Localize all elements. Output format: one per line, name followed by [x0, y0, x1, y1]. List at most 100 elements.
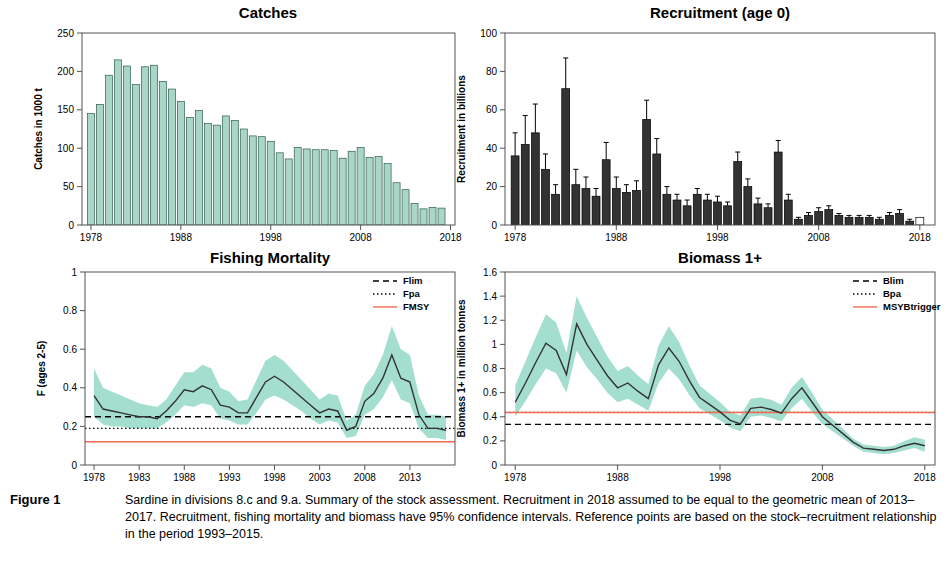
error-cap	[735, 152, 740, 153]
bar	[643, 119, 651, 225]
line	[515, 324, 925, 451]
y-tick	[500, 225, 505, 226]
error-cap	[806, 212, 811, 213]
plot-frame	[505, 33, 935, 225]
y-tick	[77, 109, 82, 110]
bar	[438, 208, 445, 225]
bar	[177, 101, 184, 225]
error-stem	[707, 194, 708, 200]
error-bar	[523, 116, 528, 145]
error-cap	[907, 219, 912, 220]
bar	[734, 162, 742, 225]
bar	[886, 215, 894, 225]
x-tick-label: 2013	[399, 472, 422, 483]
y-tick-label: 60	[486, 104, 498, 115]
error-bar	[695, 189, 700, 195]
y-tick	[500, 416, 505, 417]
error-cap	[695, 188, 700, 189]
bar	[258, 137, 265, 225]
error-bar	[705, 194, 710, 200]
y-tick	[80, 349, 85, 350]
legend-label: Fpa	[403, 288, 421, 299]
bar	[896, 213, 904, 225]
error-bar	[897, 210, 902, 214]
x-tick-label: 2018	[909, 232, 932, 243]
x-tick	[818, 225, 819, 230]
panel: Biomass 1+Biomass 1+ in million tonnes00…	[456, 249, 941, 483]
x-tick	[515, 225, 516, 230]
legend: BlimBpaMSYBtrigger	[853, 275, 941, 312]
error-cap	[634, 180, 639, 181]
error-bar	[745, 179, 750, 187]
error-cap	[796, 217, 801, 218]
plot-area	[87, 60, 445, 225]
bar	[633, 190, 641, 225]
legend-swatch	[373, 293, 397, 294]
legend-label: FMSY	[403, 301, 430, 312]
error-bar	[826, 206, 831, 210]
plot-area	[511, 58, 924, 225]
reference-line	[85, 441, 455, 443]
error-bar	[755, 198, 760, 204]
bar	[123, 66, 130, 225]
x-tick-label: 1978	[504, 232, 527, 243]
y-tick	[80, 426, 85, 427]
error-bar	[816, 208, 821, 212]
bar	[186, 117, 193, 225]
error-cap	[725, 201, 730, 202]
bar	[835, 215, 843, 225]
legend-label: Blim	[883, 275, 904, 286]
bar	[805, 215, 813, 225]
x-tick-label: 2018	[914, 472, 937, 483]
error-cap	[836, 213, 841, 214]
bar	[96, 104, 103, 225]
bar	[303, 149, 310, 225]
bar	[393, 183, 400, 225]
error-cap	[766, 203, 771, 204]
error-cap	[513, 132, 518, 133]
error-bar	[735, 152, 740, 162]
error-stem	[606, 142, 607, 159]
error-cap	[776, 140, 781, 141]
y-tick-label: 100	[480, 28, 497, 39]
bar	[612, 189, 620, 225]
legend-swatch	[853, 293, 877, 294]
error-cap	[604, 142, 609, 143]
y-axis-label: Recruitment in billions	[456, 75, 467, 183]
error-stem	[636, 181, 637, 191]
error-cap	[847, 215, 852, 216]
error-stem	[747, 179, 748, 187]
bar	[285, 159, 292, 225]
x-tick-label: 2018	[439, 232, 462, 243]
plot-frame	[505, 272, 935, 465]
bar	[815, 212, 823, 225]
error-bar	[654, 139, 659, 154]
x-tick	[270, 225, 271, 230]
bar	[673, 200, 681, 225]
y-axis-label: Catches in 1000 t	[33, 87, 44, 169]
y-tick	[500, 296, 505, 297]
x-tick-label: 1978	[80, 232, 103, 243]
bar	[724, 206, 732, 225]
line	[94, 355, 446, 430]
chart-title: Recruitment (age 0)	[650, 4, 790, 21]
y-tick-label: 0.2	[483, 435, 497, 446]
bar	[744, 187, 752, 225]
error-stem	[626, 185, 627, 193]
legend-swatch	[373, 306, 397, 307]
y-tick-label: 50	[63, 181, 75, 192]
bar	[150, 65, 157, 225]
bar	[865, 217, 873, 225]
x-tick-label: 1998	[706, 232, 729, 243]
bar	[132, 84, 139, 225]
error-stem	[565, 58, 566, 89]
reference-line	[85, 428, 455, 429]
error-bar	[664, 187, 669, 195]
error-bar	[624, 185, 629, 193]
bar	[511, 156, 519, 225]
x-tick-label: 1998	[263, 472, 286, 483]
y-tick-label: 0	[68, 220, 74, 231]
bar	[906, 221, 914, 225]
y-tick	[80, 465, 85, 466]
error-bar	[907, 219, 912, 221]
